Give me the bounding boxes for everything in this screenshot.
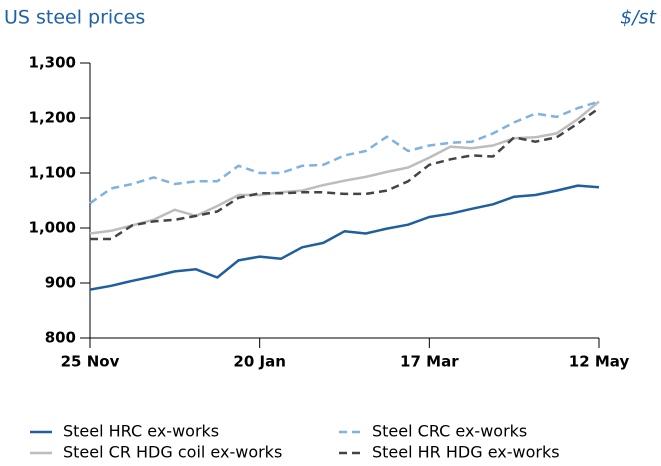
legend-label: Steel HR HDG ex-works: [372, 443, 560, 462]
legend-label: Steel HRC ex-works: [63, 422, 219, 441]
y-tick-label: 1,200: [29, 109, 76, 127]
series-line: [90, 107, 600, 241]
series-line: [89, 100, 600, 235]
y-tick-label: 1,100: [29, 164, 76, 182]
legend-label: Steel CRC ex-works: [372, 422, 527, 441]
y-tick-label: 800: [45, 329, 76, 347]
y-tick-label: 1,000: [29, 219, 76, 237]
unit-label: $/st: [620, 7, 657, 29]
y-tick-label: 900: [45, 274, 76, 292]
series-line: [89, 100, 600, 205]
x-tick-label: 12 May: [569, 353, 630, 371]
x-tick-label: 17 Mar: [400, 353, 459, 371]
x-tick-label: 25 Nov: [61, 353, 120, 371]
legend-label: Steel CR HDG coil ex-works: [63, 443, 282, 462]
chart-title: US steel prices: [4, 7, 145, 29]
series-line: [89, 184, 600, 291]
y-tick-label: 1,300: [29, 54, 76, 72]
x-tick-label: 20 Jan: [233, 353, 285, 371]
